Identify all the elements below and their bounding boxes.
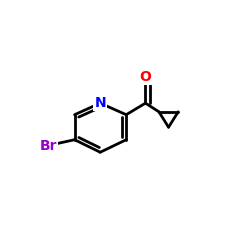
Text: N: N xyxy=(94,96,106,110)
Text: O: O xyxy=(140,70,151,84)
Text: Br: Br xyxy=(40,138,57,152)
